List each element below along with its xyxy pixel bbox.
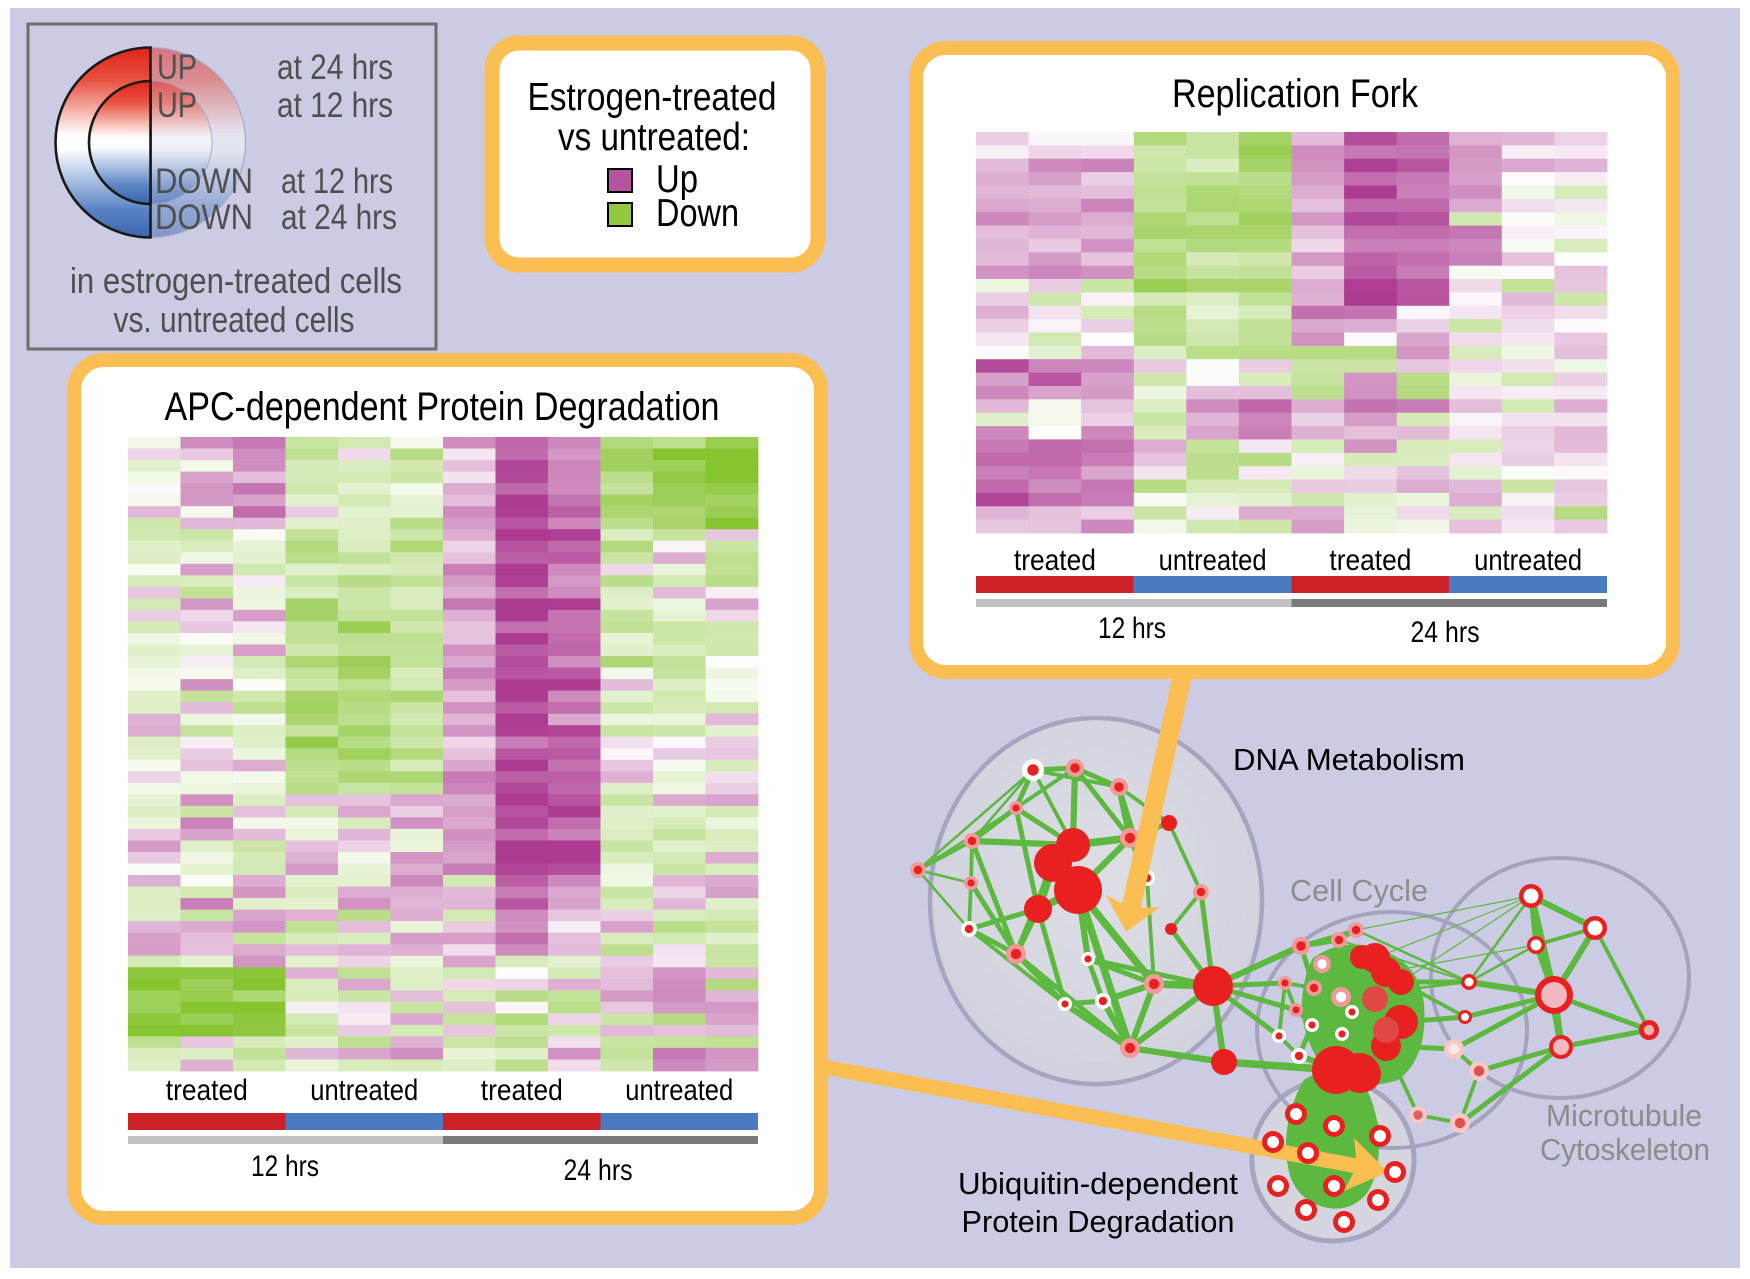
svg-text:Ubiquitin-dependent: Ubiquitin-dependent [958, 1166, 1238, 1201]
svg-text:UP: UP [157, 48, 197, 87]
svg-text:vs. untreated cells: vs. untreated cells [114, 299, 355, 340]
svg-text:Up: Up [656, 158, 698, 201]
svg-text:untreated: untreated [1474, 544, 1582, 577]
svg-text:at 24 hrs: at 24 hrs [277, 48, 393, 87]
svg-text:DOWN: DOWN [155, 162, 253, 201]
svg-text:Cytoskeleton: Cytoskeleton [1540, 1132, 1710, 1167]
svg-text:APC-dependent Protein Degradat: APC-dependent Protein Degradation [165, 385, 720, 429]
svg-text:Estrogen-treated: Estrogen-treated [528, 76, 777, 119]
svg-text:24 hrs: 24 hrs [564, 1154, 633, 1187]
svg-text:at 12 hrs: at 12 hrs [281, 162, 393, 201]
svg-text:Microtubule: Microtubule [1546, 1098, 1702, 1133]
svg-text:treated: treated [166, 1074, 248, 1107]
svg-text:treated: treated [1014, 544, 1096, 577]
svg-text:Replication Fork: Replication Fork [1172, 72, 1419, 116]
svg-text:vs untreated:: vs untreated: [558, 116, 750, 159]
svg-text:DOWN: DOWN [155, 198, 253, 237]
svg-text:treated: treated [1329, 544, 1411, 577]
svg-text:12 hrs: 12 hrs [251, 1150, 319, 1183]
svg-text:in estrogen-treated cells: in estrogen-treated cells [70, 260, 402, 301]
svg-text:24 hrs: 24 hrs [1411, 616, 1480, 649]
svg-text:Down: Down [656, 192, 739, 235]
svg-text:untreated: untreated [310, 1074, 418, 1107]
svg-text:Protein Degradation: Protein Degradation [962, 1204, 1235, 1239]
svg-text:untreated: untreated [1159, 544, 1267, 577]
svg-text:12 hrs: 12 hrs [1098, 612, 1166, 645]
svg-text:Cell Cycle: Cell Cycle [1290, 873, 1428, 908]
svg-text:untreated: untreated [625, 1074, 733, 1107]
svg-text:treated: treated [481, 1074, 563, 1107]
svg-text:at 24 hrs: at 24 hrs [281, 198, 397, 237]
svg-text:UP: UP [157, 86, 197, 125]
svg-text:at 12 hrs: at 12 hrs [277, 86, 393, 125]
svg-text:DNA Metabolism: DNA Metabolism [1233, 742, 1465, 777]
